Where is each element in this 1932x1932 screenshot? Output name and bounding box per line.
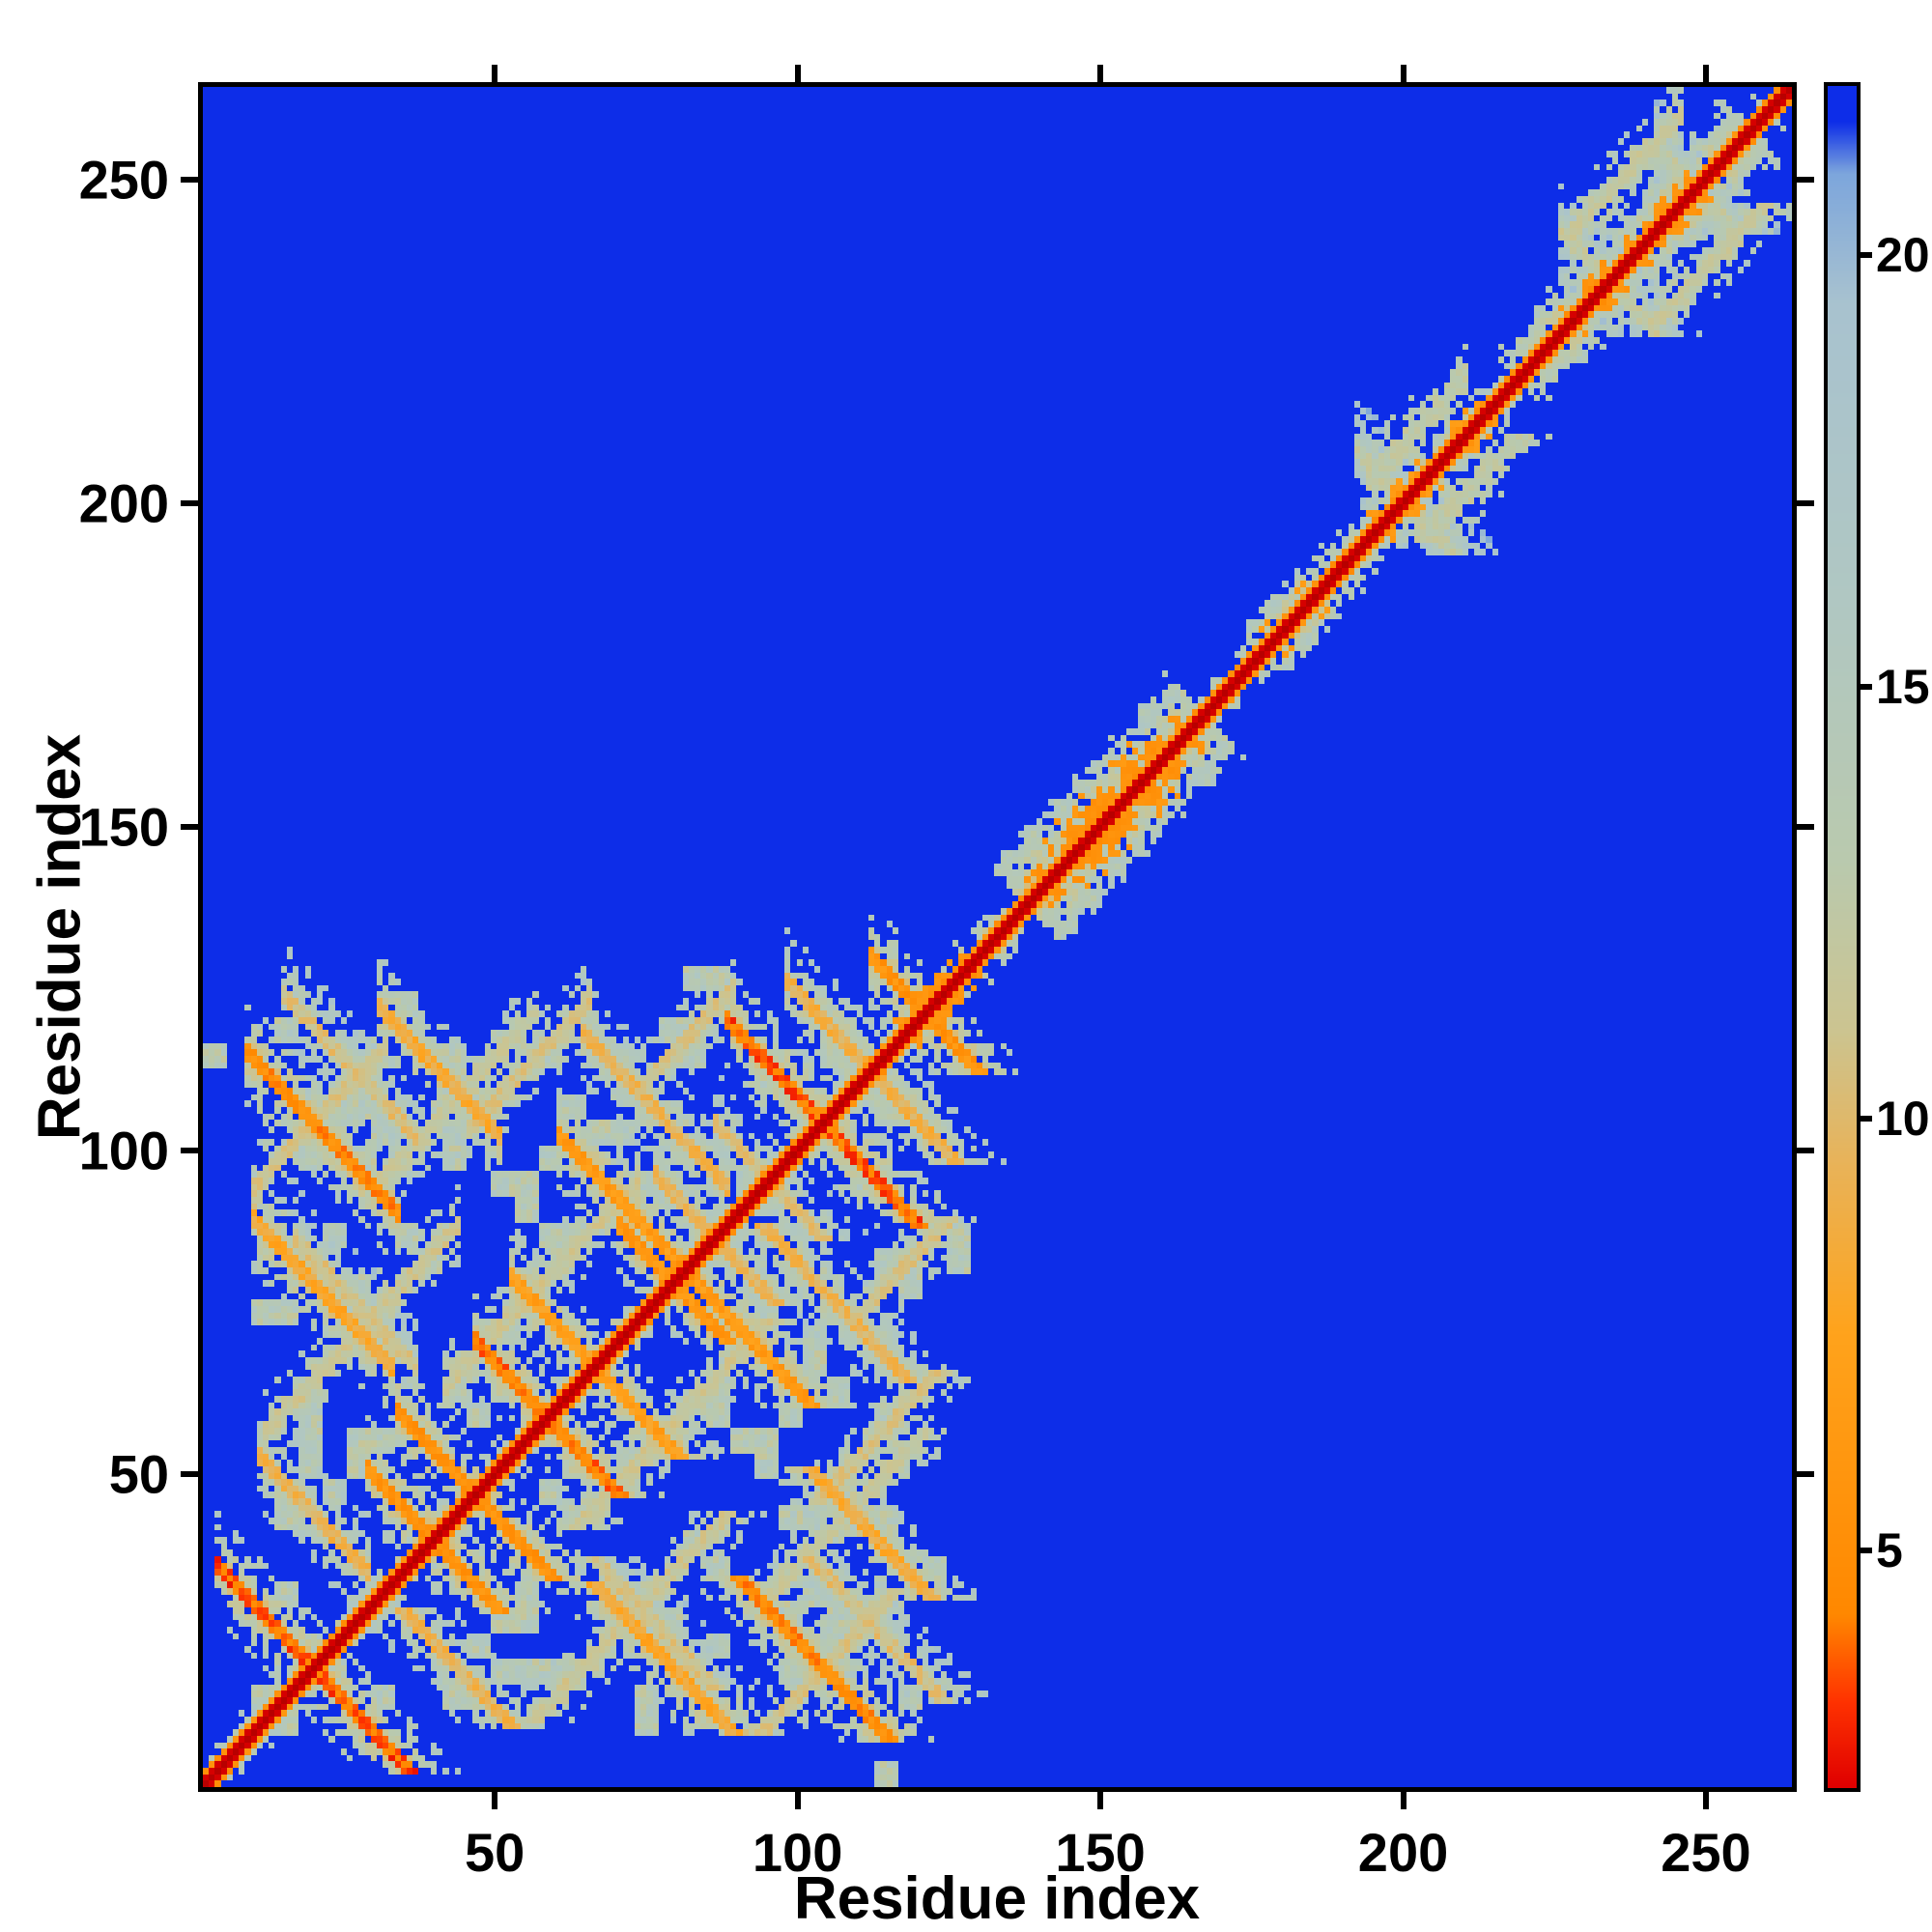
y-tick-left [181,499,198,506]
y-tick-right [1797,824,1814,831]
colorbar-tick-label: 15 [1876,659,1930,714]
heatmap-plot-area [198,82,1797,1792]
x-tick-label: 150 [1055,1822,1146,1883]
x-axis-label: Residue index [793,1865,1201,1932]
y-tick-label: 50 [108,1443,169,1505]
x-tick-label: 200 [1357,1822,1449,1883]
colorbar-tick-label: 10 [1876,1091,1930,1146]
x-tick-bottom [794,1792,801,1809]
colorbar-tick [1861,251,1872,258]
x-tick-bottom [1400,1792,1406,1809]
colorbar-tick-label: 20 [1876,227,1930,282]
colorbar-tick [1861,1115,1872,1122]
y-tick-left [181,176,198,183]
colorbar [1824,82,1861,1792]
y-tick-label: 200 [78,472,169,534]
y-tick-left [181,824,198,831]
y-tick-left [181,1471,198,1478]
y-tick-label: 250 [78,149,169,211]
colorbar-tick [1861,683,1872,690]
x-tick-top [794,65,801,82]
x-tick-bottom [492,1792,498,1809]
colorbar-tick-label: 5 [1876,1522,1903,1577]
y-tick-right [1797,499,1814,506]
x-tick-top [1097,65,1104,82]
colorbar-tick [1861,1547,1872,1553]
y-tick-left [181,1148,198,1154]
y-tick-right [1797,176,1814,183]
x-tick-label: 250 [1661,1822,1751,1883]
x-tick-top [492,65,498,82]
x-tick-top [1702,65,1709,82]
y-tick-label: 150 [78,796,169,858]
x-tick-label: 50 [465,1822,526,1883]
x-tick-bottom [1097,1792,1104,1809]
y-tick-right [1797,1148,1814,1154]
y-tick-label: 100 [78,1120,169,1181]
x-tick-label: 100 [752,1822,843,1883]
colorbar-canvas [1828,86,1857,1788]
heatmap-canvas [203,87,1792,1787]
x-tick-top [1400,65,1406,82]
y-tick-right [1797,1471,1814,1478]
x-tick-bottom [1702,1792,1709,1809]
